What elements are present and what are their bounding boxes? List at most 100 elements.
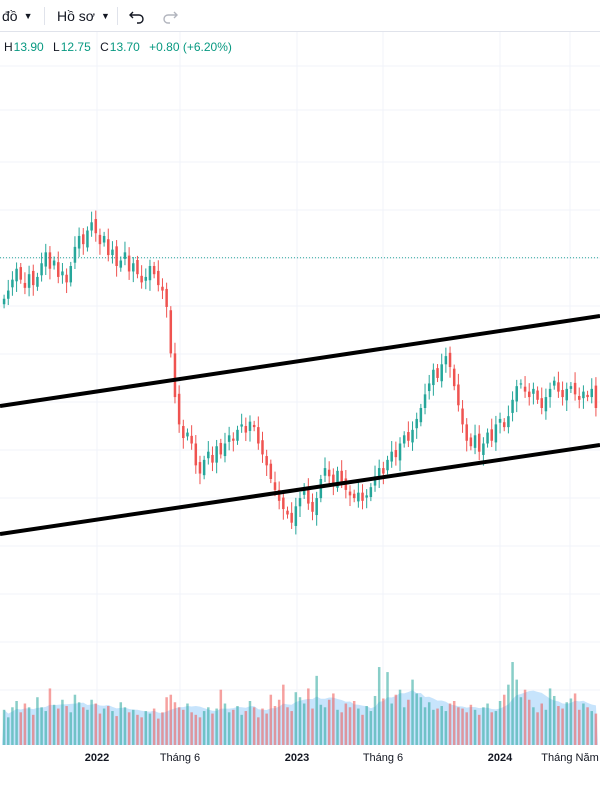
- candle-body: [382, 468, 385, 474]
- candle-body: [577, 395, 581, 400]
- candle-body: [419, 408, 423, 423]
- volume-bar: [277, 699, 281, 745]
- candle-body: [457, 384, 460, 406]
- candle-body: [77, 235, 81, 249]
- volume-bar: [73, 694, 77, 745]
- candle-body: [123, 252, 127, 259]
- candle-body: [544, 397, 548, 412]
- volume-bar: [544, 709, 548, 745]
- candle-body: [398, 443, 402, 461]
- volume-bar: [86, 709, 89, 745]
- candle-body: [27, 274, 31, 288]
- lower-channel-line[interactable]: [0, 443, 600, 536]
- candle-body: [261, 440, 264, 455]
- candle-body: [377, 468, 381, 480]
- chart-menu[interactable]: đồ ▼: [2, 0, 33, 32]
- chart-menu-label: đồ: [2, 8, 18, 24]
- volume-bar: [148, 713, 152, 745]
- candle-body: [427, 383, 431, 392]
- candle-body: [57, 262, 60, 277]
- toolbar-divider: [117, 7, 118, 25]
- candle-body: [269, 463, 273, 479]
- volume-bar: [182, 709, 185, 745]
- candle-body: [173, 353, 177, 398]
- candle-body: [44, 252, 48, 267]
- candle-body: [227, 435, 231, 442]
- candle-body: [415, 418, 418, 429]
- candle-body: [244, 426, 248, 433]
- volume-bar: [452, 701, 456, 745]
- volume-bar: [507, 684, 510, 745]
- candle-body: [390, 451, 393, 462]
- candle-body: [40, 263, 43, 276]
- candle-body: [582, 391, 585, 399]
- volume-bar: [540, 703, 543, 745]
- volume-bar: [161, 712, 164, 745]
- candle-body: [286, 510, 289, 515]
- time-axis[interactable]: 2022 Tháng 6 2023 Tháng 6 2024 Tháng Năm: [0, 748, 600, 768]
- volume-bar: [44, 711, 48, 745]
- candle-body: [207, 451, 210, 459]
- x-tick-label: 2023: [284, 752, 310, 764]
- volume-bar: [482, 707, 485, 745]
- volume-bar: [348, 707, 352, 745]
- x-tick-label: 2024: [487, 752, 513, 764]
- volume-bar: [519, 697, 523, 745]
- candle-body: [361, 492, 364, 501]
- volume-bar: [490, 712, 493, 745]
- volume-bar: [465, 712, 468, 745]
- redo-icon: [163, 11, 178, 24]
- volume-bar: [336, 709, 339, 745]
- volume-bar: [457, 707, 460, 745]
- volume-bar: [177, 707, 181, 745]
- close-label: C: [100, 40, 109, 54]
- volume-bar: [215, 708, 218, 745]
- volume-bar: [82, 707, 85, 745]
- candle-body: [590, 388, 593, 398]
- candle-body: [82, 234, 85, 245]
- undo-button[interactable]: [129, 0, 145, 32]
- candle-body: [165, 288, 168, 307]
- volume-bar: [319, 704, 323, 745]
- volume-bar: [52, 704, 56, 745]
- redo-button[interactable]: [162, 0, 178, 32]
- volume-bar: [169, 694, 173, 745]
- upper-channel-line[interactable]: [0, 314, 600, 408]
- volume-bar: [123, 707, 127, 745]
- candle-body: [407, 432, 410, 441]
- candle-body: [202, 459, 206, 476]
- candle-body: [94, 219, 98, 234]
- candle-body: [336, 470, 339, 488]
- candle-body: [411, 429, 414, 443]
- volume-bar: [407, 699, 410, 745]
- volume-bar: [536, 712, 539, 745]
- candle-body: [11, 279, 14, 288]
- candle-body: [319, 479, 323, 499]
- volume-bar: [2, 709, 6, 745]
- volume-bar: [252, 707, 256, 745]
- candle-body: [502, 422, 506, 428]
- candle-body: [519, 383, 523, 385]
- candle-body: [486, 432, 489, 444]
- volume-bar: [523, 689, 527, 745]
- candle-body: [265, 456, 268, 466]
- volume-bar: [552, 695, 556, 745]
- candle-body: [290, 512, 293, 523]
- candle-body: [327, 469, 331, 477]
- candle-body: [186, 432, 189, 437]
- volume-bar: [61, 699, 64, 745]
- candle-body: [323, 468, 327, 476]
- volume-bar: [582, 703, 585, 745]
- candle-body: [36, 276, 39, 287]
- volume-bar: [315, 675, 318, 745]
- candle-body: [461, 408, 464, 425]
- candle-body: [444, 356, 448, 365]
- volume-bar: [427, 702, 431, 745]
- candle-body: [69, 266, 73, 283]
- candle-body: [436, 368, 439, 378]
- trendlines[interactable]: [0, 314, 600, 536]
- volume-bar: [511, 662, 514, 745]
- profile-menu[interactable]: Hồ sơ ▼: [57, 0, 110, 32]
- candle-body: [248, 421, 252, 431]
